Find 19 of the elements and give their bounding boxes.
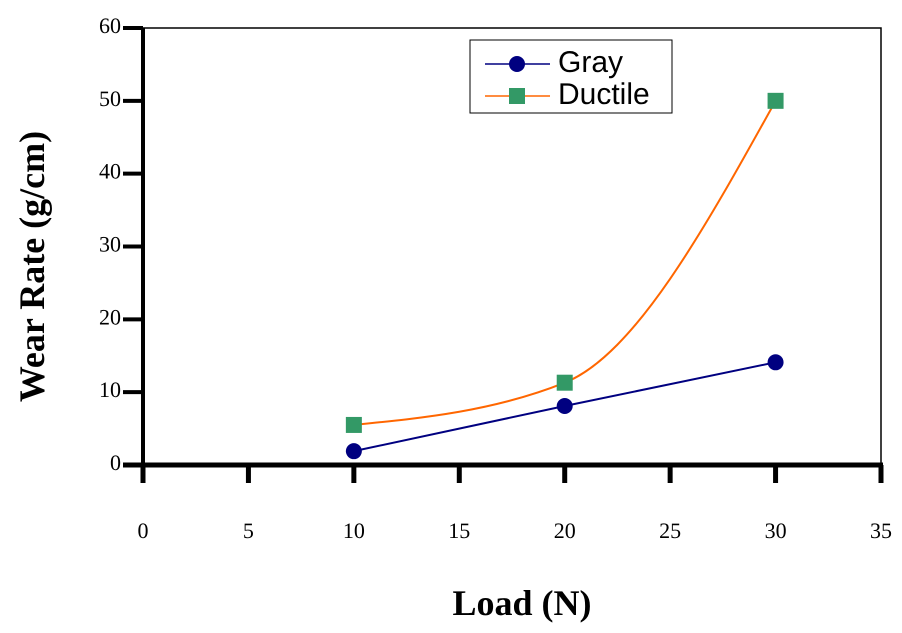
y-tick-label: 60 bbox=[99, 13, 121, 38]
y-tick-label: 0 bbox=[110, 450, 121, 476]
y-tick-label: 30 bbox=[99, 232, 121, 257]
x-tick-label: 0 bbox=[138, 518, 148, 543]
x-tick-label: 5 bbox=[242, 518, 254, 543]
x-axis-title: Load (N) bbox=[452, 583, 592, 623]
legend-label: Ductile bbox=[558, 78, 650, 111]
x-tick-label: 10 bbox=[342, 518, 365, 543]
x-tick-label: 30 bbox=[764, 518, 787, 543]
x-tick-label: 35 bbox=[870, 518, 892, 543]
y-tick-label: 20 bbox=[99, 304, 121, 330]
y-axis-title: Wear Rate (g/cm) bbox=[12, 130, 52, 402]
y-tick-label: 10 bbox=[99, 377, 121, 402]
x-tick-label: 15 bbox=[448, 518, 470, 543]
y-tick-label: 50 bbox=[99, 86, 121, 111]
legend-label: Gray bbox=[558, 46, 624, 79]
x-tick-label: 25 bbox=[659, 518, 682, 543]
x-tick-label: 20 bbox=[554, 518, 576, 543]
y-tick-label: 40 bbox=[99, 158, 121, 184]
